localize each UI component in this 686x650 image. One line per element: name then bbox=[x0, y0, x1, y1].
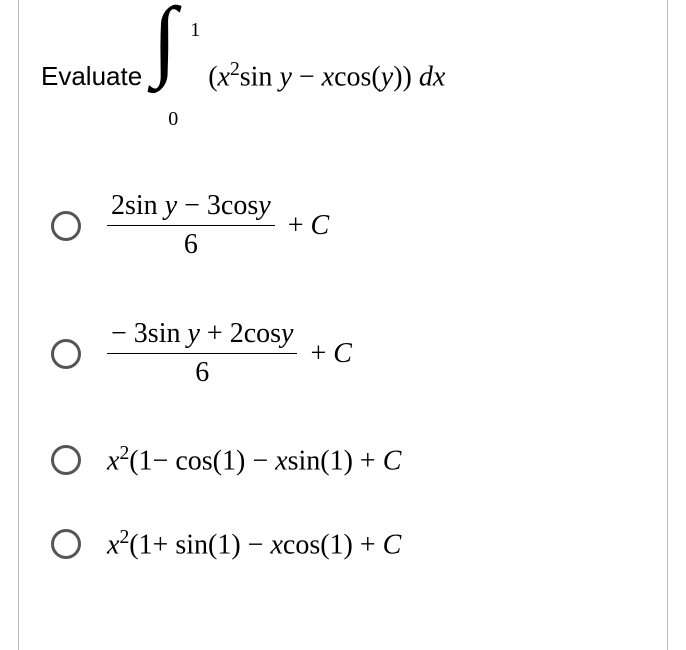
rest-1: + C bbox=[288, 210, 329, 242]
radio-choice-4[interactable] bbox=[51, 529, 81, 559]
answer-3: x2(1− cos(1) − xsin(1) + C bbox=[107, 443, 401, 477]
question-prompt: Evaluate ∫ 1 0 (x2sin y − xcos(y)) dx bbox=[41, 35, 645, 117]
choice-1: 2sin y − 3cosy 6 + C bbox=[51, 187, 645, 265]
integral-upper-limit: 1 bbox=[190, 19, 200, 42]
answer-choices: 2sin y − 3cosy 6 + C − 3sin y + 2cosy 6 … bbox=[41, 187, 645, 561]
integral-expression: ∫ 1 0 (x2sin y − xcos(y)) dx bbox=[158, 35, 445, 117]
rest-2: + C bbox=[310, 338, 351, 370]
numerator-2: − 3sin y + 2cosy bbox=[107, 315, 297, 354]
integral-lower-limit: 0 bbox=[168, 108, 178, 131]
answer-1: 2sin y − 3cosy 6 + C bbox=[107, 187, 329, 265]
denominator-1: 6 bbox=[180, 226, 202, 264]
fraction-1: 2sin y − 3cosy 6 bbox=[107, 187, 275, 265]
integral-symbol-icon: ∫ bbox=[152, 0, 177, 85]
numerator-1: 2sin y − 3cosy bbox=[107, 187, 275, 226]
fraction-2: − 3sin y + 2cosy 6 bbox=[107, 315, 297, 393]
radio-choice-2[interactable] bbox=[51, 339, 81, 369]
prompt-label: Evaluate bbox=[41, 61, 142, 92]
answer-4: x2(1+ sin(1) − xcos(1) + C bbox=[107, 527, 401, 561]
choice-3: x2(1− cos(1) − xsin(1) + C bbox=[51, 443, 645, 477]
integral-sign: ∫ 1 0 bbox=[158, 35, 198, 117]
choice-2: − 3sin y + 2cosy 6 + C bbox=[51, 315, 645, 393]
choice-4: x2(1+ sin(1) − xcos(1) + C bbox=[51, 527, 645, 561]
answer-2: − 3sin y + 2cosy 6 + C bbox=[107, 315, 352, 393]
question-container: Evaluate ∫ 1 0 (x2sin y − xcos(y)) dx 2s… bbox=[18, 0, 668, 650]
denominator-2: 6 bbox=[191, 354, 213, 392]
radio-choice-3[interactable] bbox=[51, 445, 81, 475]
radio-choice-1[interactable] bbox=[51, 211, 81, 241]
integrand: (x2sin y − xcos(y)) dx bbox=[208, 59, 445, 93]
